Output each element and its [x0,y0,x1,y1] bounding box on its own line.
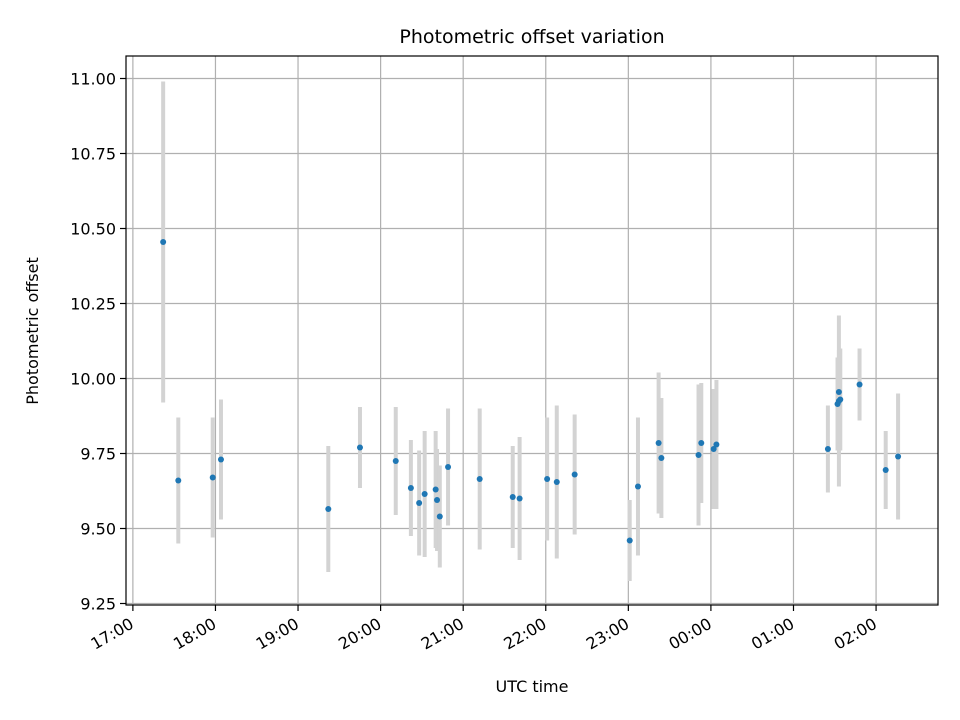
data-point [634,483,641,490]
data-point [516,495,523,502]
data-point [710,446,717,452]
y-tick-label: 11.00 [70,70,116,89]
y-tick-label: 9.50 [80,520,116,539]
data-point [432,486,439,493]
data-point [856,381,863,388]
x-axis-ticks: 17:00 18:00 19:00 20:00 21:00 22:00 23:00 00:00… [87,605,880,654]
y-tick-label: 10.25 [70,295,116,314]
data-point [416,500,423,506]
x-tick-label: 20:00 [335,614,384,654]
data-point [553,479,560,485]
x-tick-label: 21:00 [418,614,467,654]
data-point [436,513,443,520]
y-axis-ticks: 9.25 9.50 9.75 10.00 10.25 10.50 10.75 11.00 [70,70,126,614]
y-axis-label: Photometric offset [23,257,42,405]
data-point [476,476,483,482]
data-point [626,537,633,544]
data-point [882,467,889,473]
data-point [571,471,578,478]
data-point [824,446,831,452]
y-tick-label: 9.75 [80,445,116,464]
x-tick-label: 00:00 [665,614,714,654]
x-tick-label: 17:00 [87,614,136,654]
grid-lines [126,56,938,605]
data-point [421,491,428,497]
data-point [217,456,224,463]
data-point [392,458,399,464]
data-point [407,485,414,491]
x-axis-label: UTC time [496,677,569,696]
x-tick-label: 18:00 [170,614,219,654]
data-point [698,440,705,446]
data-point [695,452,702,458]
x-tick-label: 01:00 [748,614,797,654]
data-point [835,389,842,395]
y-tick-label: 10.00 [70,370,116,389]
data-point [325,506,332,512]
data-point [445,464,452,470]
chart-title: Photometric offset variation [399,26,664,48]
x-tick-label: 23:00 [583,614,632,654]
data-point [895,453,902,460]
data-point [655,440,662,446]
data-point [160,239,167,245]
x-tick-label: 02:00 [831,614,880,654]
data-point [837,396,844,403]
data-point [544,476,551,482]
y-tick-label: 10.50 [70,220,116,239]
data-point [209,474,216,481]
y-tick-label: 10.75 [70,145,116,164]
x-tick-label: 22:00 [500,614,549,654]
data-point [509,494,516,500]
plot-area-frame [125,55,939,606]
data-point [713,441,720,448]
data-point [434,497,441,503]
data-points [160,239,902,544]
y-tick-label: 9.25 [80,595,116,614]
data-point [175,477,182,484]
data-point [356,444,363,451]
error-bars [161,81,901,581]
x-tick-label: 19:00 [253,614,302,654]
data-point [658,455,665,461]
